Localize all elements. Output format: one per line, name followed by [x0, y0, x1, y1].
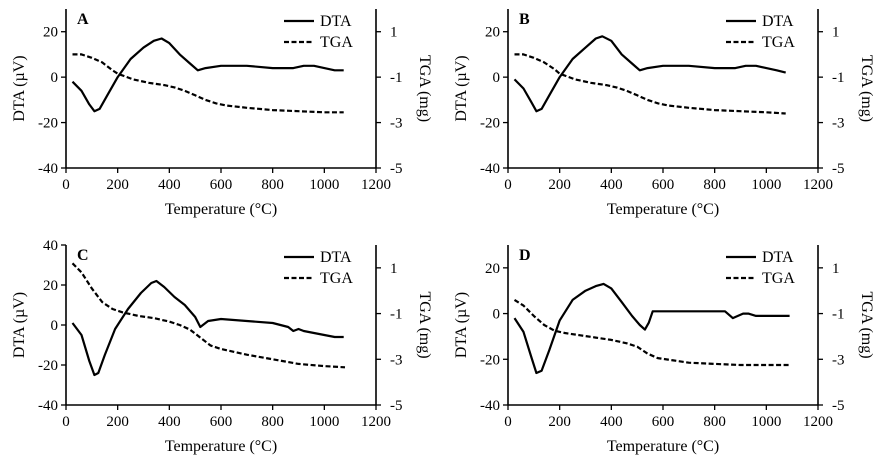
- y2-axis-label: TGA (mg): [416, 55, 433, 122]
- y2-tick-label: 1: [832, 261, 840, 277]
- y2-tick-label: -5: [832, 161, 845, 177]
- x-tick-label: 1000: [309, 177, 339, 193]
- series-line-tga: [514, 53, 786, 115]
- y-tick-label: 0: [51, 318, 59, 334]
- x-tick-label: 600: [652, 414, 675, 430]
- series-line-dta: [513, 282, 790, 375]
- panel-letter: B: [519, 11, 530, 28]
- y2-tick-label: 1: [832, 25, 840, 41]
- x-axis-label: Temperature (°C): [165, 201, 277, 218]
- y-tick-label: 0: [51, 70, 59, 86]
- x-tick-label: 200: [106, 414, 129, 430]
- legend-label-dta: DTA: [762, 13, 794, 30]
- x-tick-label: 600: [652, 177, 675, 193]
- x-tick-label: 1200: [803, 177, 833, 193]
- x-tick-label: 1000: [751, 177, 781, 193]
- x-tick-label: 1200: [803, 414, 833, 430]
- chart-panel-a: 0 200 400 600 800 1000 1200 -40 -20 0 20 -5 -3 -1 1 Tem…: [11, 9, 433, 218]
- legend-label-tga: TGA: [762, 34, 795, 51]
- legend-label-dta: DTA: [320, 13, 352, 30]
- y2-tick-label: -3: [390, 116, 403, 132]
- y2-tick-label: -1: [832, 70, 845, 86]
- x-tick-label: 600: [210, 177, 233, 193]
- legend-label-dta: DTA: [762, 249, 794, 266]
- x-tick-label: 1000: [309, 414, 339, 430]
- x-tick-label: 800: [261, 177, 284, 193]
- panel-letter: C: [77, 247, 89, 264]
- y-tick-label: 40: [43, 238, 58, 254]
- y-tick-label: -40: [480, 161, 500, 177]
- legend-label-tga: TGA: [762, 270, 795, 287]
- x-tick-label: 1200: [361, 177, 391, 193]
- y-tick-label: -20: [480, 116, 500, 132]
- x-tick-label: 400: [600, 414, 623, 430]
- x-tick-label: 0: [504, 414, 512, 430]
- y-tick-label: 0: [493, 70, 501, 86]
- x-tick-label: 800: [703, 414, 726, 430]
- panel-letter: D: [519, 247, 531, 264]
- x-tick-label: 400: [158, 177, 181, 193]
- chart-panel-c: 0 200 400 600 800 1000 1200 -40 -20 0 20 40 -5 -3 -1 1 T…: [11, 238, 433, 455]
- y-tick-label: 20: [485, 25, 500, 41]
- y-tick-label: 0: [493, 307, 501, 323]
- y-tick-label: -40: [38, 161, 58, 177]
- x-tick-label: 800: [703, 177, 726, 193]
- x-tick-label: 0: [62, 177, 70, 193]
- y-tick-label: -20: [38, 116, 58, 132]
- y-tick-label: 20: [485, 261, 500, 277]
- x-tick-label: 1200: [361, 414, 391, 430]
- x-tick-label: 400: [600, 177, 623, 193]
- y-tick-label: 20: [43, 25, 58, 41]
- x-axis-label: Temperature (°C): [165, 438, 277, 455]
- x-tick-label: 1000: [751, 414, 781, 430]
- x-tick-label: 800: [261, 414, 284, 430]
- y2-tick-label: 1: [390, 261, 398, 277]
- x-tick-label: 200: [548, 177, 571, 193]
- y-axis-label: DTA (µV): [11, 292, 28, 358]
- series-line-dta: [513, 35, 786, 113]
- legend-label-tga: TGA: [320, 34, 353, 51]
- x-tick-label: 200: [106, 177, 129, 193]
- y-tick-label: -40: [38, 398, 58, 414]
- chart-panel-b: 0 200 400 600 800 1000 1200 -40 -20 0 20 -5 -3 -1 1 Tem…: [453, 9, 873, 218]
- x-tick-label: 600: [210, 414, 233, 430]
- x-tick-label: 0: [504, 177, 512, 193]
- series-line-tga: [72, 53, 344, 114]
- y2-axis-label: TGA (mg): [416, 291, 433, 358]
- y-axis-label: DTA (µV): [453, 55, 470, 121]
- legend-label-tga: TGA: [320, 270, 353, 287]
- x-tick-label: 200: [548, 414, 571, 430]
- panel-letter: A: [77, 11, 89, 28]
- y2-tick-label: -3: [832, 116, 845, 132]
- legend-label-dta: DTA: [320, 249, 352, 266]
- y-tick-label: 20: [43, 278, 58, 294]
- y2-tick-label: -1: [390, 307, 403, 323]
- y-tick-label: -20: [480, 352, 500, 368]
- y-axis-label: DTA (µV): [11, 55, 28, 121]
- series-line-dta: [71, 279, 344, 377]
- y-axis-label: DTA (µV): [453, 292, 470, 358]
- y2-axis-label: TGA (mg): [858, 55, 873, 122]
- x-tick-label: 400: [158, 414, 181, 430]
- x-tick-label: 0: [62, 414, 70, 430]
- y2-tick-label: -3: [832, 352, 845, 368]
- y-tick-label: -20: [38, 358, 58, 374]
- y2-tick-label: -5: [390, 398, 403, 414]
- series-line-dta: [71, 37, 344, 113]
- y2-tick-label: -5: [832, 398, 845, 414]
- x-axis-label: Temperature (°C): [607, 201, 719, 218]
- y2-tick-label: 1: [390, 25, 398, 41]
- y2-tick-label: -3: [390, 352, 403, 368]
- y-tick-label: -40: [480, 398, 500, 414]
- x-axis-label: Temperature (°C): [607, 438, 719, 455]
- y2-tick-label: -1: [390, 70, 403, 86]
- y2-tick-label: -1: [832, 307, 845, 323]
- y2-axis-label: TGA (mg): [858, 291, 873, 358]
- y2-tick-label: -5: [390, 161, 403, 177]
- chart-panel-d: 0 200 400 600 800 1000 1200 -40 -20 0 20 -5 -3 -1 1 Tem…: [453, 245, 873, 455]
- series-line-tga: [513, 298, 790, 367]
- series-line-tga: [71, 262, 346, 369]
